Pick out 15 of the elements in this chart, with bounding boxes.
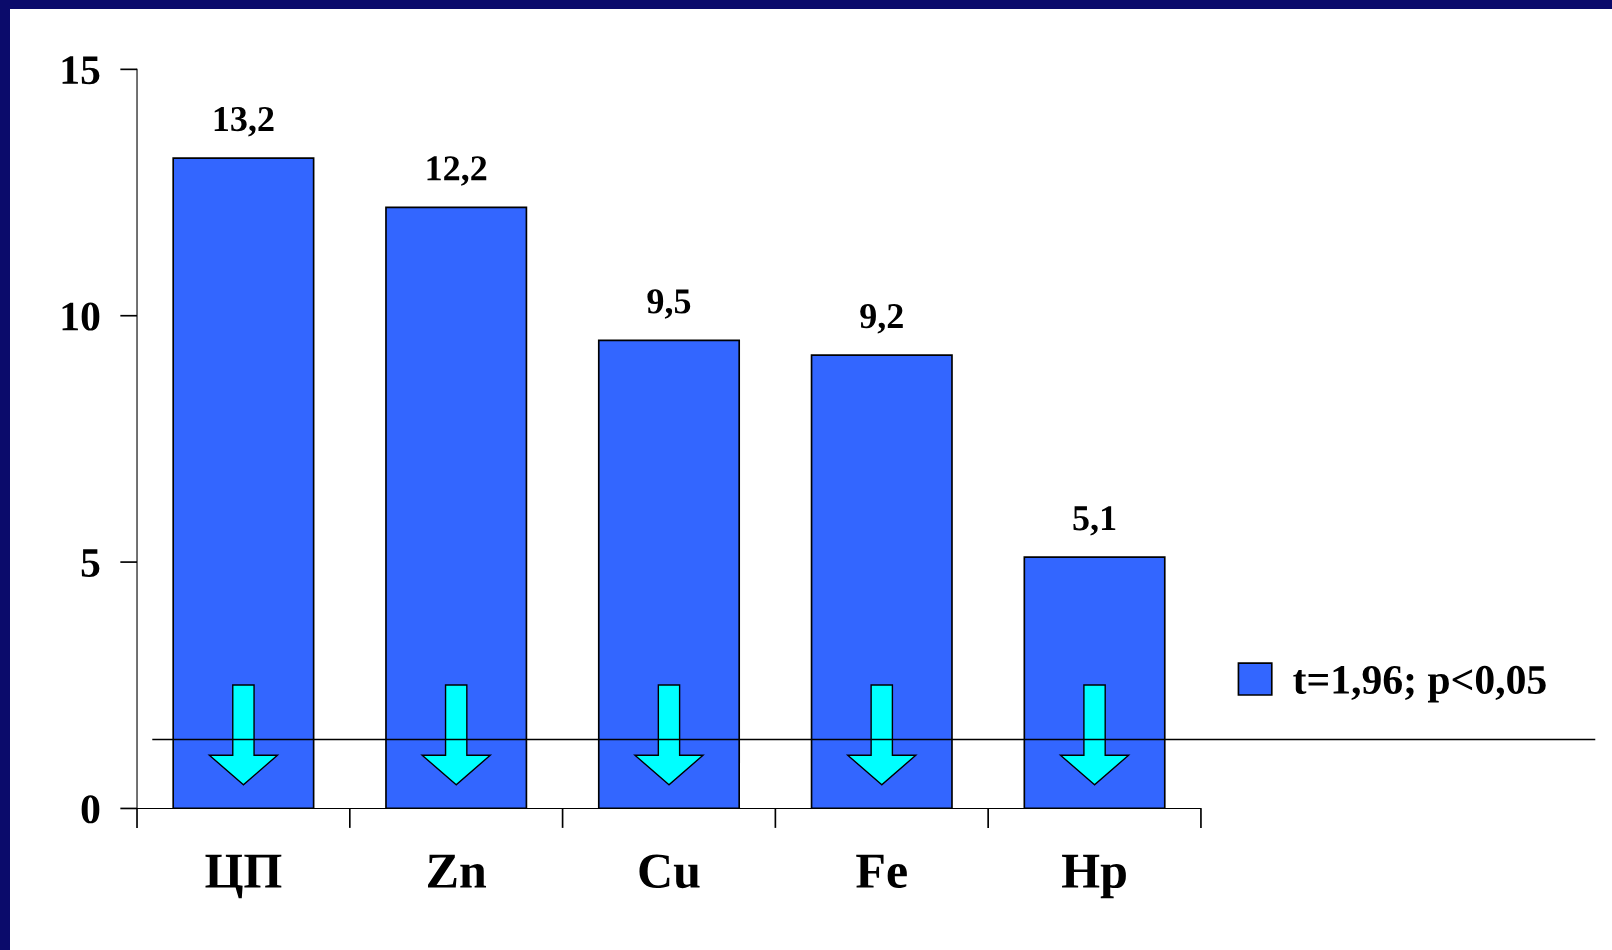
x-tick-label: Fe <box>856 854 907 889</box>
x-tick-label: Zn <box>428 854 487 888</box>
y-tick-label: 0 <box>81 795 100 824</box>
x-tick-label: Hp <box>1062 854 1126 899</box>
y-tick-label: 5 <box>81 549 100 577</box>
data-label: 9,2 <box>860 304 903 334</box>
x-tick-label: Cu <box>639 854 700 889</box>
data-label: 12,2 <box>427 156 487 186</box>
data-label: 9,5 <box>647 289 691 319</box>
legend-label: t=1,96; p<0,05 <box>1293 665 1546 703</box>
x-tick-label: ЦП <box>205 854 282 899</box>
y-tick-label: 10 <box>62 302 100 331</box>
y-tick-label: 15 <box>62 56 100 85</box>
data-label: 5,1 <box>1073 506 1116 536</box>
data-label: 13,2 <box>214 106 274 137</box>
